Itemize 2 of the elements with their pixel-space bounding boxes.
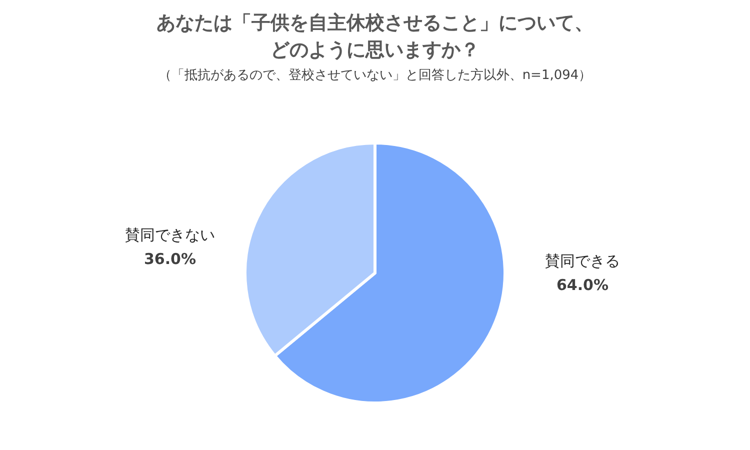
chart-title: あなたは「子供を自主休校させること」について、どのように思いますか？ [156,11,594,63]
chart-subtitle: （「抵抗があるので、登校させていない」と回答した方以外、n=1,094） [157,67,593,84]
